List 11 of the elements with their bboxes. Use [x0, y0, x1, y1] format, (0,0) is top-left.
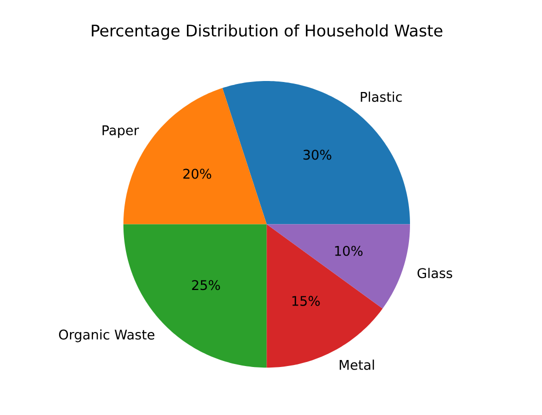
- data-label: 30%: [303, 150, 332, 160]
- data-label: 10%: [335, 246, 363, 256]
- slice-label: Plastic: [360, 92, 402, 102]
- slice-label: Organic Waste: [59, 329, 154, 342]
- slice-label: Paper: [102, 125, 139, 138]
- slice-label: Metal: [340, 360, 374, 370]
- chart-title: Percentage Distribution of Household Waste: [92, 24, 442, 40]
- data-label: 15%: [292, 296, 320, 306]
- slice-label: Glass: [418, 268, 452, 278]
- data-label: 25%: [192, 280, 220, 290]
- data-label: 20%: [183, 168, 212, 179]
